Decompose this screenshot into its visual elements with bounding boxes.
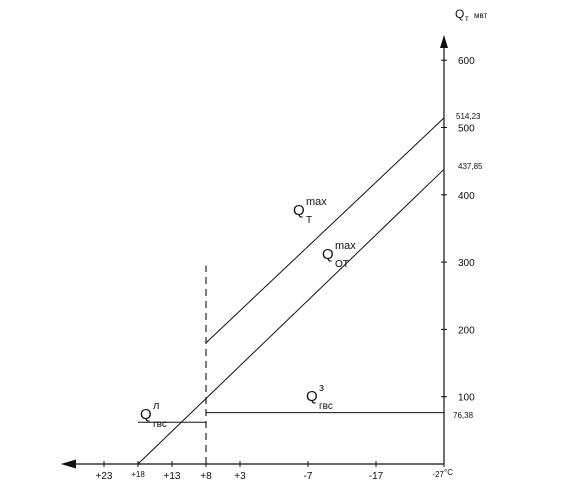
curve-label-sup-qgvs_z: з xyxy=(319,382,324,394)
series-lines xyxy=(137,117,445,465)
y-axis-title-unit: мвт xyxy=(474,11,488,20)
x-tick-label: +8 xyxy=(200,471,212,482)
axes xyxy=(61,35,448,469)
x-axis-arrow xyxy=(61,459,76,469)
curve-label-qot: Q xyxy=(322,246,334,263)
curve-label-qt: Q xyxy=(293,202,305,219)
curve-label-sup-qot: max xyxy=(335,240,356,252)
x-tick-label: +13 xyxy=(164,471,181,482)
y-axis-title-sub: т xyxy=(465,14,469,23)
y-ticks: 100 200 300 400 500 600 xyxy=(441,56,475,404)
y-tick-label: 200 xyxy=(458,325,475,336)
curve-label-qgvs_l: Q xyxy=(140,406,152,423)
x-tick-label: +18 xyxy=(131,470,145,479)
y-tick-label: 300 xyxy=(458,258,475,269)
x-tick-label: -17 xyxy=(369,471,384,482)
value-label-76: 76,38 xyxy=(453,411,474,420)
x-tick-label: +23 xyxy=(96,471,113,482)
y-tick-label: 400 xyxy=(458,191,475,202)
x-tick-label: +3 xyxy=(234,471,246,482)
x-tick-label: -27 xyxy=(432,470,444,479)
y-tick-label: 600 xyxy=(458,56,475,67)
x-tick-label: -7 xyxy=(304,471,313,482)
curve-label-sub-qot: ОТ xyxy=(335,259,349,270)
value-label-437: 437,85 xyxy=(458,162,483,171)
curve-label-sub-qt: Т xyxy=(306,215,312,226)
x-axis-end-unit: °C xyxy=(444,468,453,477)
curve-label-sub-qgvs_z: гвс xyxy=(319,401,333,412)
value-label-514: 514,23 xyxy=(456,112,481,121)
curve-label-sup-qt: max xyxy=(306,196,327,208)
y-tick-label: 500 xyxy=(458,124,475,135)
y-tick-label: 100 xyxy=(458,393,475,404)
y-axis-title: Q т мвт xyxy=(455,7,488,23)
series-line-qt xyxy=(205,117,445,344)
curve-label-qgvs_z: Q xyxy=(306,388,318,405)
y-axis-arrow xyxy=(440,35,448,48)
curve-label-sub-qgvs_l: гвс xyxy=(153,419,167,430)
curve-label-sup-qgvs_l: л xyxy=(153,400,159,412)
series-line-qot xyxy=(137,168,445,465)
y-axis-title-main: Q xyxy=(455,7,464,21)
